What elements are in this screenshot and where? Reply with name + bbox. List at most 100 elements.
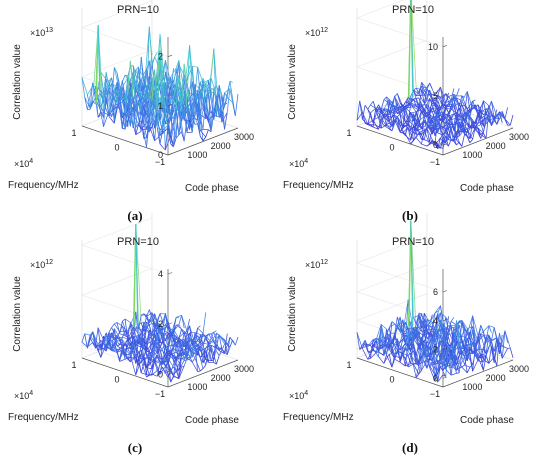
mesh-segment <box>442 112 449 122</box>
mesh-segment <box>394 93 398 98</box>
z-tick-label: 5 <box>433 91 438 101</box>
mesh-segment <box>413 89 420 109</box>
mesh-segment <box>370 100 374 106</box>
mesh-segment <box>189 118 193 130</box>
mesh-segment <box>127 342 131 346</box>
mesh-segment <box>386 108 393 112</box>
z-tick-label: 0 <box>158 369 163 379</box>
mesh-segment <box>108 337 115 343</box>
mesh-segment <box>140 105 147 138</box>
mesh-segment <box>472 352 476 365</box>
mesh-segment <box>426 113 431 125</box>
mesh-segment <box>453 140 457 146</box>
mesh-segment <box>397 113 401 118</box>
mesh-segment <box>210 98 217 132</box>
mesh-segment <box>434 312 441 335</box>
mesh-segment <box>491 116 495 125</box>
y-tick-label: 1 <box>71 128 76 138</box>
mesh-segment <box>448 326 452 335</box>
x-tick-label: 2000 <box>486 141 506 151</box>
mesh-segment <box>413 97 417 101</box>
mesh-segment <box>122 74 126 82</box>
mesh-segment <box>375 107 382 119</box>
mesh-segment <box>124 77 129 100</box>
mesh-segment <box>200 341 207 360</box>
mesh-segment <box>389 103 395 109</box>
y-tick-label: 0 <box>114 143 119 153</box>
peak-spike <box>133 224 137 328</box>
z-gridline <box>356 235 444 293</box>
mesh-segment <box>456 120 460 137</box>
mesh-segment <box>81 333 86 343</box>
mesh-segment <box>132 81 139 92</box>
mesh-segment <box>372 339 379 353</box>
mesh-segment <box>202 334 209 343</box>
mesh-segment <box>491 115 498 126</box>
mesh-segment <box>448 94 455 97</box>
mesh-segment <box>418 315 423 332</box>
mesh-segment <box>429 110 433 114</box>
mesh-segment <box>181 340 185 349</box>
mesh-segment <box>375 108 379 119</box>
mesh-segment <box>135 99 139 128</box>
peak-spike <box>408 220 412 326</box>
mesh-segment <box>413 87 417 91</box>
mesh-segment <box>426 126 433 129</box>
mesh-segment <box>437 353 441 375</box>
mesh-segment <box>181 94 185 105</box>
peak-spike <box>408 0 412 98</box>
mesh-segment <box>202 80 209 88</box>
mesh-segment <box>399 347 404 361</box>
mesh-segment <box>116 90 121 101</box>
mesh-segment <box>119 333 126 337</box>
mesh-segment <box>426 128 430 142</box>
mesh-segment <box>461 134 465 147</box>
mesh-segment <box>434 141 439 149</box>
mesh-segment <box>448 105 454 108</box>
mesh-segment <box>156 370 161 375</box>
mesh-segment <box>221 112 228 123</box>
mesh-segment <box>472 104 479 114</box>
mesh-segment <box>165 333 169 340</box>
mesh-segment <box>156 334 164 365</box>
mesh-segment <box>447 357 452 376</box>
mesh-segment <box>469 101 474 113</box>
y-tick-label: 0 <box>389 375 394 385</box>
mesh-segment <box>213 86 217 90</box>
mesh-segment <box>218 94 225 130</box>
mesh-segment <box>226 81 231 98</box>
mesh-segment <box>372 116 379 121</box>
z-tick-label: 10 <box>428 42 438 52</box>
mesh-segment <box>143 321 150 331</box>
mesh-segment <box>183 94 190 130</box>
mesh-segment <box>477 104 484 115</box>
mesh-segment <box>437 340 441 356</box>
mesh-segment <box>135 67 139 93</box>
mesh-segment <box>130 60 137 104</box>
mesh-segment <box>184 338 190 340</box>
mesh-segment <box>173 317 177 332</box>
mesh-segment <box>202 333 209 345</box>
mesh-segment <box>92 100 96 105</box>
mesh-segment <box>356 100 361 121</box>
mesh-segment <box>440 338 444 342</box>
mesh-segment <box>213 330 217 333</box>
mesh-segment <box>216 334 220 345</box>
mesh-segment <box>464 91 468 115</box>
mesh-segment <box>192 335 198 341</box>
mesh-segment <box>132 351 139 359</box>
mesh-segment <box>496 113 500 125</box>
mesh-segment <box>380 324 385 337</box>
mesh-segment <box>170 67 177 78</box>
mesh-segment <box>429 139 433 145</box>
mesh-segment <box>138 67 145 79</box>
mesh-segment <box>156 123 163 134</box>
z-gridline <box>81 217 169 275</box>
mesh-segment <box>140 95 145 118</box>
mesh-segment <box>466 367 471 374</box>
mesh-segment <box>499 111 503 114</box>
mesh-segment <box>448 125 454 129</box>
mesh-segment <box>396 351 401 359</box>
mesh-segment <box>483 111 490 133</box>
mesh-segment <box>202 312 207 334</box>
